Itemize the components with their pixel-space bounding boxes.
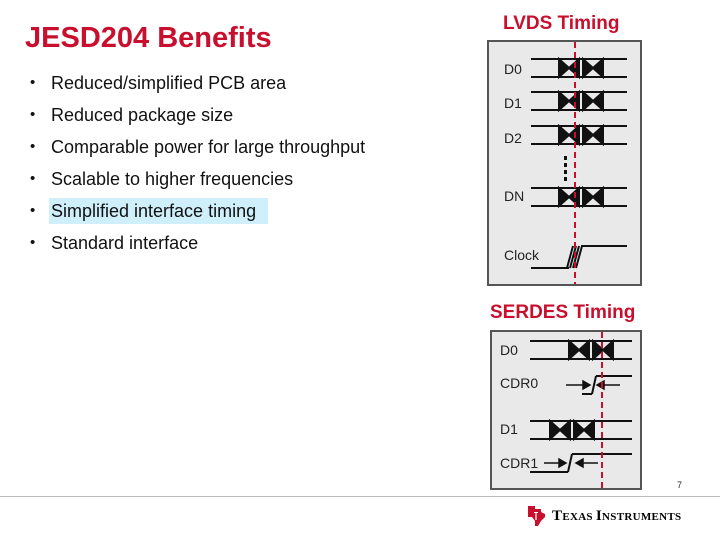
lvds-signal-label: D2 <box>504 130 522 146</box>
logo-letter: I <box>595 507 603 524</box>
serdes-d1-waveform <box>530 418 632 442</box>
bullet-item: Reduced/simplified PCB area <box>30 70 377 102</box>
bullet-item: Reduced package size <box>30 102 377 134</box>
serdes-waveforms <box>530 332 632 488</box>
bullet-text: Reduced package size <box>51 105 234 125</box>
lvds-signal-label: D0 <box>504 61 522 77</box>
serdes-signal-label: CDR0 <box>500 375 539 391</box>
lvds-d0-waveform <box>531 56 627 80</box>
ti-wordmark: TEXAS INSTRUMENTS <box>552 508 681 525</box>
texas-instruments-logo: TEXAS INSTRUMENTS <box>526 505 681 527</box>
logo-letters: EXAS <box>562 510 596 523</box>
lvds-timing-title: LVDS Timing <box>503 13 620 34</box>
lvds-ellipsis-dots <box>564 156 567 181</box>
page-number: 7 <box>677 480 683 490</box>
bullet-text: Scalable to higher frequencies <box>51 169 294 189</box>
bullet-text: Standard interface <box>51 233 199 253</box>
serdes-cdr1-arrows <box>544 457 598 469</box>
footer-divider <box>0 496 720 497</box>
lvds-d1-waveform <box>531 89 627 113</box>
serdes-timing-title: SERDES Timing <box>490 302 636 323</box>
bullet-item-highlighted: Simplified interface timing <box>30 198 377 230</box>
bullet-list: Reduced/simplified PCB area Reduced pack… <box>30 70 377 262</box>
lvds-dn-waveform <box>531 185 627 209</box>
logo-letter: T <box>552 507 563 524</box>
serdes-signal-label: CDR1 <box>500 455 539 471</box>
bullet-text: Simplified interface timing <box>49 198 269 224</box>
lvds-waveforms <box>531 42 627 284</box>
slide-title: JESD204 Benefits <box>25 22 272 54</box>
bullet-text: Comparable power for large throughput <box>51 137 366 157</box>
bullet-item: Standard interface <box>30 230 377 262</box>
serdes-timing-diagram: D0 CDR0 D1 CDR1 <box>490 330 642 490</box>
lvds-signal-label: D1 <box>504 95 522 111</box>
serdes-signal-label: D0 <box>500 342 518 358</box>
serdes-d0-waveform <box>530 338 632 362</box>
lvds-timing-diagram: D0 D1 D2 DN Clock <box>487 40 642 286</box>
logo-letters: NSTRUMENTS <box>602 510 682 523</box>
lvds-signal-label: DN <box>504 188 525 204</box>
ti-state-icon <box>528 506 545 526</box>
lvds-d2-waveform <box>531 123 627 147</box>
bullet-item: Scalable to higher frequencies <box>30 166 377 198</box>
lvds-signal-label: Clock <box>504 247 540 263</box>
serdes-signal-label: D1 <box>500 421 518 437</box>
serdes-cdr0-arrows <box>566 379 620 391</box>
lvds-clock-waveform <box>531 245 627 269</box>
bullet-item: Comparable power for large throughput <box>30 134 377 166</box>
bullet-text: Reduced/simplified PCB area <box>51 73 287 93</box>
